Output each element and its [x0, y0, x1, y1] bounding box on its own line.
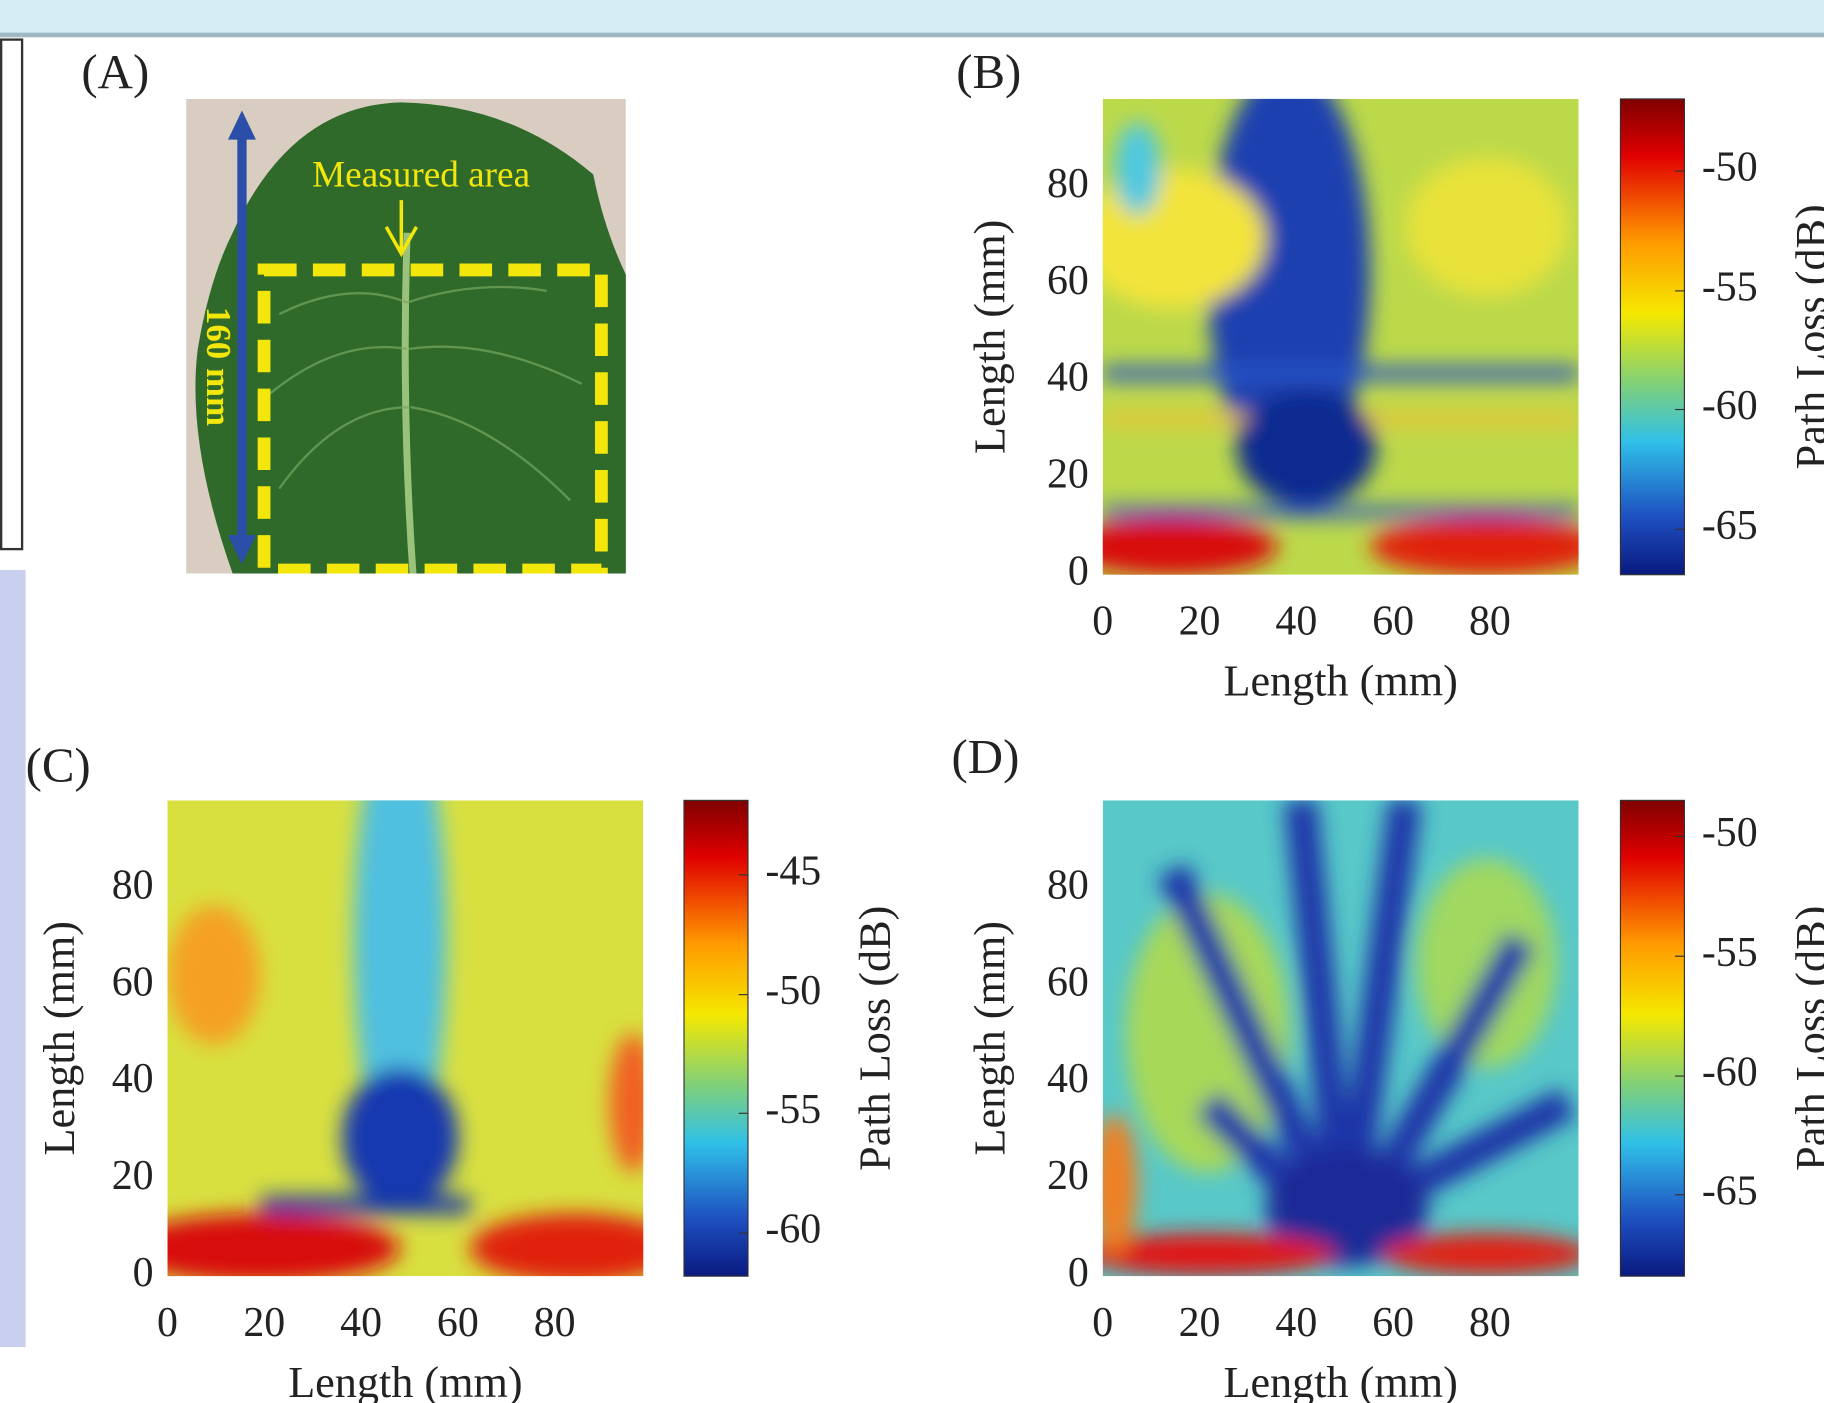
x-tick-label: 20 — [243, 1300, 285, 1346]
heatmap-feature — [1157, 800, 1576, 1268]
y-tick-label: 0 — [1068, 1250, 1089, 1296]
y-axis-label: Length (mm) — [35, 921, 84, 1155]
y-tick-label: 0 — [133, 1250, 154, 1296]
colorbar-tick-label: -65 — [1702, 503, 1758, 549]
x-tick-label: 20 — [1179, 598, 1221, 644]
side-strip — [0, 570, 26, 1348]
heatmap — [1102, 98, 1579, 575]
y-tick-label: 20 — [1047, 1153, 1089, 1199]
heatmap-feature — [1102, 517, 1278, 575]
colorbar-tick-label: -50 — [765, 968, 821, 1014]
y-axis-label: Length (mm) — [966, 921, 1015, 1155]
colorbar-label: Path Loss (dB) — [1787, 204, 1824, 469]
x-tick-label: 0 — [1092, 1300, 1113, 1346]
y-tick-label: 0 — [1068, 548, 1089, 594]
heatmap-features — [1102, 98, 1579, 575]
dimension: 160 mm — [199, 307, 238, 426]
y-tick-label: 80 — [112, 863, 154, 909]
panel-label: (B) — [956, 44, 1021, 99]
heatmap-feature — [260, 1195, 470, 1215]
y-tick-label: 60 — [112, 959, 154, 1005]
x-tick-label: 60 — [437, 1300, 479, 1346]
heatmap-feature — [1265, 1149, 1429, 1266]
panel-label: (C) — [26, 737, 91, 792]
x-tick-label: 60 — [1372, 1300, 1414, 1346]
colorbar — [1619, 98, 1685, 576]
heatmap-feature — [1114, 122, 1161, 216]
x-axis-label: Length (mm) — [288, 1358, 522, 1403]
x-axis-label: Length (mm) — [1223, 1358, 1457, 1403]
heatmap — [167, 800, 644, 1277]
x-tick-label: 80 — [1469, 598, 1511, 644]
heatmap-feature — [1207, 98, 1371, 483]
x-tick-label: 40 — [1275, 1300, 1317, 1346]
colorbar-tick-label: -65 — [1702, 1168, 1758, 1214]
y-tick-label: 40 — [112, 1056, 154, 1102]
x-tick-label: 60 — [1372, 598, 1414, 644]
heatmap — [1102, 800, 1579, 1277]
heatmap-feature — [609, 1033, 644, 1173]
heatmap-feature — [469, 1213, 644, 1277]
heatmap-feature — [1102, 366, 1579, 381]
heatmap-features — [167, 800, 644, 1277]
y-tick-label: 80 — [1047, 161, 1089, 207]
colorbar-tick-label: -50 — [1702, 810, 1758, 856]
heatmap-feature — [1102, 1114, 1138, 1255]
y-tick-label: 40 — [1047, 1056, 1089, 1102]
heatmap-feature — [1102, 506, 1579, 518]
x-tick-label: 80 — [534, 1300, 576, 1346]
y-tick-label: 80 — [1047, 863, 1089, 909]
y-tick-label: 40 — [1047, 355, 1089, 401]
heatmap-feature — [342, 1067, 459, 1208]
y-tick-label: 60 — [1047, 258, 1089, 304]
heatmap-feature — [167, 905, 261, 1045]
top-bar — [0, 0, 1824, 33]
heatmap-features — [1102, 800, 1579, 1275]
heatmap-feature — [1405, 157, 1569, 297]
x-tick-label: 0 — [157, 1300, 178, 1346]
colorbar-tick-label: -50 — [1702, 145, 1758, 191]
colorbar-tick-label: -60 — [765, 1207, 821, 1253]
x-tick-label: 40 — [340, 1300, 382, 1346]
x-tick-label: 40 — [1275, 598, 1317, 644]
y-tick-label: 20 — [112, 1153, 154, 1199]
colorbar-tick-label: -60 — [1702, 383, 1758, 429]
colorbar-tick-label: -45 — [765, 848, 821, 894]
x-tick-label: 20 — [1179, 1300, 1221, 1346]
y-tick-label: 60 — [1047, 959, 1089, 1005]
x-tick-label: 0 — [1092, 598, 1113, 644]
colorbar-label: Path Loss (dB) — [1787, 906, 1824, 1171]
heatmap-feature — [1126, 893, 1289, 1173]
colorbar-tick-label: -55 — [1702, 930, 1758, 976]
colorbar-label: Path Loss (dB) — [851, 906, 900, 1171]
x-axis-label: Length (mm) — [1223, 656, 1457, 705]
heatmap-feature — [1381, 1233, 1579, 1275]
heatmap-feature — [167, 1213, 401, 1277]
heatmap-feature — [1102, 168, 1266, 309]
annotation: Measured area — [312, 155, 530, 196]
top-border — [0, 32, 1824, 38]
heatmap-feature — [1416, 858, 1557, 1068]
y-axis-label: Length (mm) — [966, 220, 1015, 454]
colorbar — [1619, 799, 1685, 1277]
colorbar-tick-label: -55 — [765, 1087, 821, 1133]
x-tick-label: 80 — [1469, 1300, 1511, 1346]
heatmap-feature — [1102, 1233, 1336, 1275]
side-box — [0, 38, 24, 551]
colorbar-tick-label: -60 — [1702, 1050, 1758, 1096]
leaf-photo — [186, 98, 626, 574]
heatmap-feature — [1236, 389, 1377, 507]
y-tick-label: 20 — [1047, 452, 1089, 498]
colorbar-tick-label: -55 — [1702, 264, 1758, 310]
panel-label: (D) — [952, 729, 1020, 784]
colorbar — [683, 799, 749, 1277]
heatmap-feature — [1370, 517, 1579, 575]
panel-label: (A) — [81, 44, 149, 99]
